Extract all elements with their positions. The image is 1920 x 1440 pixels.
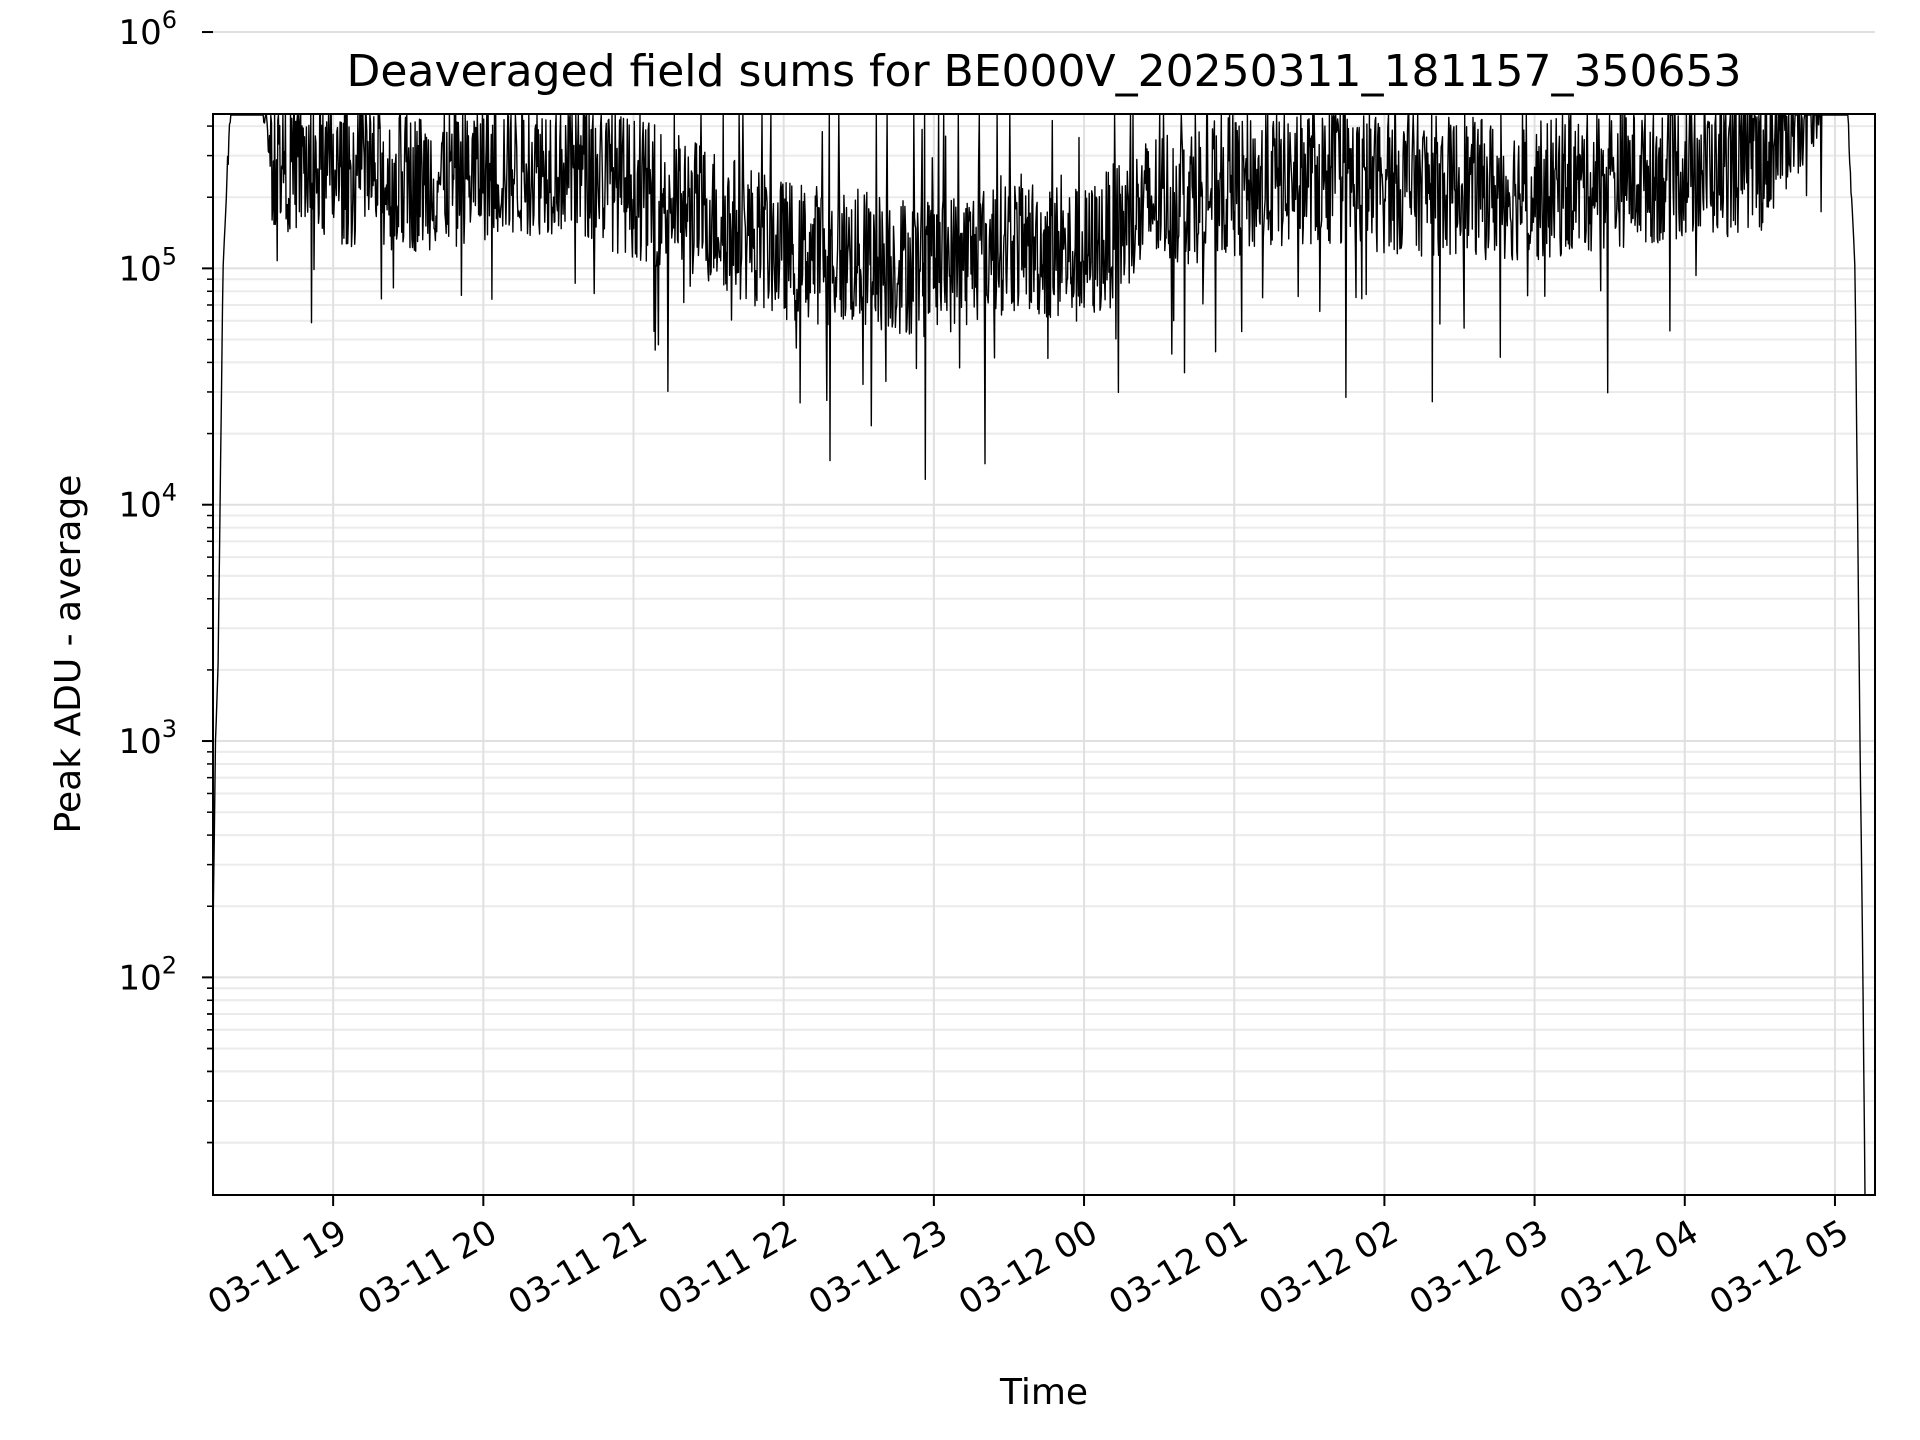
- y-tick-label: 105: [118, 242, 177, 289]
- y-axis-label: Peak ADU - average: [48, 475, 89, 834]
- y-tick-label: 102: [118, 951, 177, 998]
- y-tick-label: 104: [118, 479, 177, 526]
- plot-frame: [212, 113, 1876, 1196]
- chart-title: Deaveraged field sums for BE000V_2025031…: [347, 46, 1742, 97]
- y-tick-label: 103: [118, 715, 177, 762]
- x-axis-label: Time: [999, 1372, 1088, 1413]
- minor-grid: [213, 125, 1875, 1144]
- series-line: [212, 114, 1866, 1196]
- y-axis-ticks: 102 103 104 105 106: [118, 6, 213, 1144]
- y-tick-label: 106: [118, 6, 177, 53]
